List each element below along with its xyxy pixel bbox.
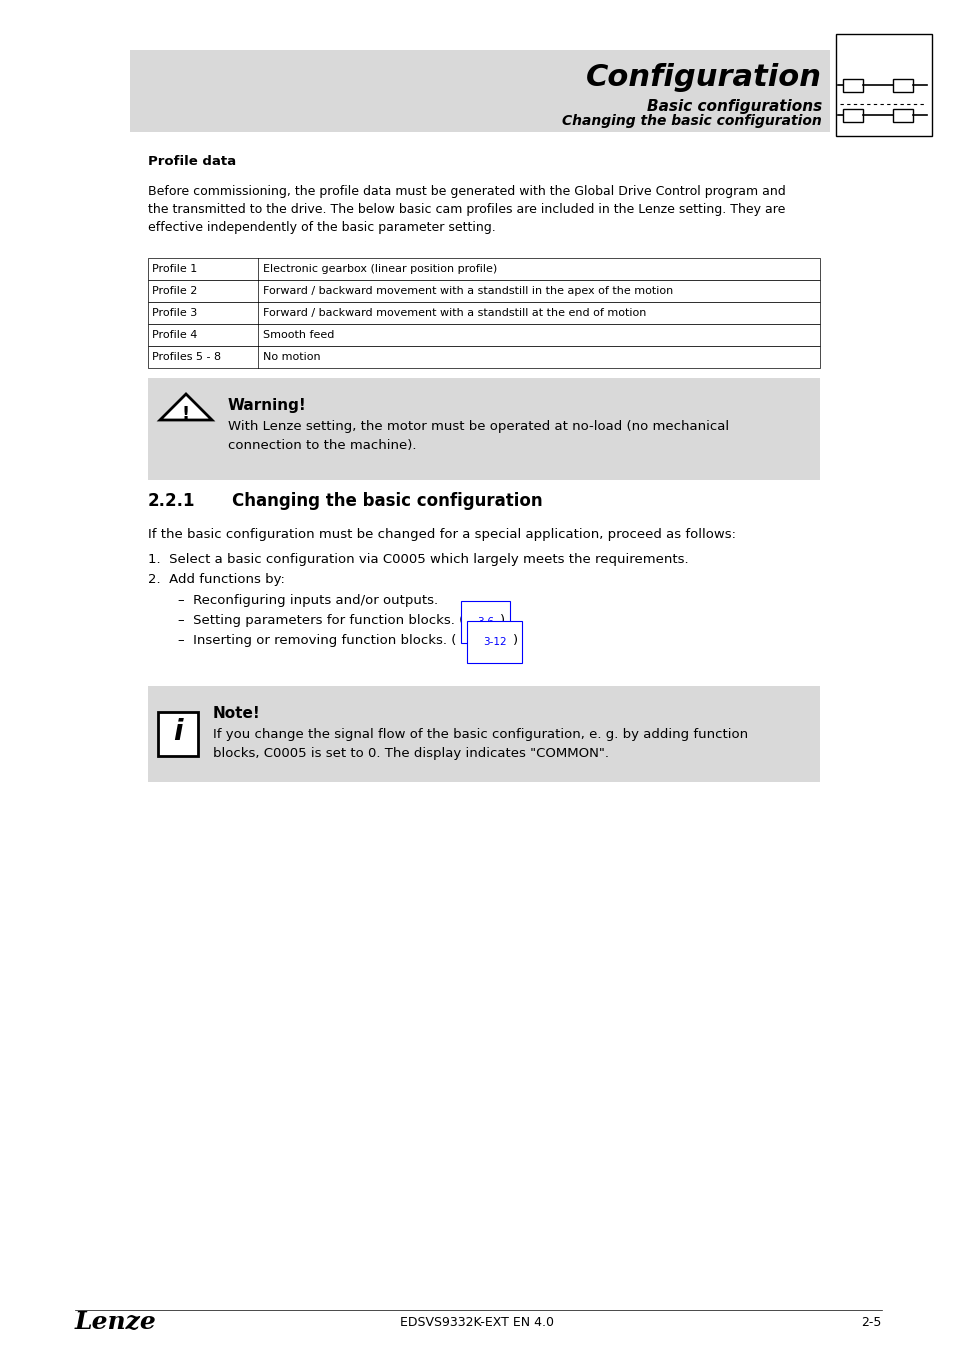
Text: Warning!: Warning! xyxy=(228,398,307,413)
Text: Before commissioning, the profile data must be generated with the Global Drive C: Before commissioning, the profile data m… xyxy=(148,185,785,234)
Text: No motion: No motion xyxy=(263,352,320,362)
FancyBboxPatch shape xyxy=(842,109,862,122)
FancyBboxPatch shape xyxy=(148,346,820,369)
FancyBboxPatch shape xyxy=(148,302,820,324)
Text: Configuration: Configuration xyxy=(585,62,821,92)
Text: ): ) xyxy=(499,614,504,626)
Text: Profile 4: Profile 4 xyxy=(152,329,197,340)
Text: –  Setting parameters for function blocks. (: – Setting parameters for function blocks… xyxy=(178,614,464,626)
FancyBboxPatch shape xyxy=(148,324,820,346)
Text: If the basic configuration must be changed for a special application, proceed as: If the basic configuration must be chang… xyxy=(148,528,735,541)
FancyBboxPatch shape xyxy=(130,50,829,132)
Text: 2-5: 2-5 xyxy=(861,1315,882,1328)
Polygon shape xyxy=(160,394,212,420)
Text: Lenze: Lenze xyxy=(75,1310,156,1334)
Text: Profile 1: Profile 1 xyxy=(152,265,197,274)
Text: Forward / backward movement with a standstill at the end of motion: Forward / backward movement with a stand… xyxy=(263,308,646,319)
FancyBboxPatch shape xyxy=(892,80,912,92)
Text: Profiles 5 - 8: Profiles 5 - 8 xyxy=(152,352,221,362)
Text: Profile data: Profile data xyxy=(148,155,236,167)
Text: Changing the basic configuration: Changing the basic configuration xyxy=(561,113,821,128)
Text: ): ) xyxy=(513,634,517,647)
FancyBboxPatch shape xyxy=(842,80,862,92)
Text: –  Inserting or removing function blocks. (: – Inserting or removing function blocks.… xyxy=(178,634,456,647)
FancyBboxPatch shape xyxy=(148,279,820,302)
Text: !: ! xyxy=(182,405,190,423)
Text: EDSVS9332K-EXT EN 4.0: EDSVS9332K-EXT EN 4.0 xyxy=(399,1315,554,1328)
FancyBboxPatch shape xyxy=(892,109,912,122)
Text: 2.2.1: 2.2.1 xyxy=(148,491,195,510)
FancyBboxPatch shape xyxy=(835,34,931,136)
Text: Changing the basic configuration: Changing the basic configuration xyxy=(232,491,542,510)
Text: Forward / backward movement with a standstill in the apex of the motion: Forward / backward movement with a stand… xyxy=(263,286,673,296)
Text: Note!: Note! xyxy=(213,706,260,721)
Text: 1.  Select a basic configuration via C0005 which largely meets the requirements.: 1. Select a basic configuration via C000… xyxy=(148,554,688,566)
Text: ⇒: ⇒ xyxy=(465,616,475,626)
Text: 3-12: 3-12 xyxy=(482,637,506,647)
Text: With Lenze setting, the motor must be operated at no-load (no mechanical
connect: With Lenze setting, the motor must be op… xyxy=(228,420,728,452)
Text: ⇒: ⇒ xyxy=(472,636,481,647)
FancyBboxPatch shape xyxy=(158,711,198,756)
Text: If you change the signal flow of the basic configuration, e. g. by adding functi: If you change the signal flow of the bas… xyxy=(213,728,747,760)
FancyBboxPatch shape xyxy=(148,686,820,782)
FancyBboxPatch shape xyxy=(148,378,820,481)
Text: i: i xyxy=(173,718,183,747)
Text: 3-6: 3-6 xyxy=(476,617,494,626)
Text: Basic configurations: Basic configurations xyxy=(646,99,821,113)
Text: Smooth feed: Smooth feed xyxy=(263,329,334,340)
Text: Profile 3: Profile 3 xyxy=(152,308,197,319)
Text: Electronic gearbox (linear position profile): Electronic gearbox (linear position prof… xyxy=(263,265,497,274)
Text: 2.  Add functions by:: 2. Add functions by: xyxy=(148,572,285,586)
Text: Profile 2: Profile 2 xyxy=(152,286,197,296)
FancyBboxPatch shape xyxy=(148,258,820,279)
Text: –  Reconfiguring inputs and/or outputs.: – Reconfiguring inputs and/or outputs. xyxy=(178,594,437,608)
